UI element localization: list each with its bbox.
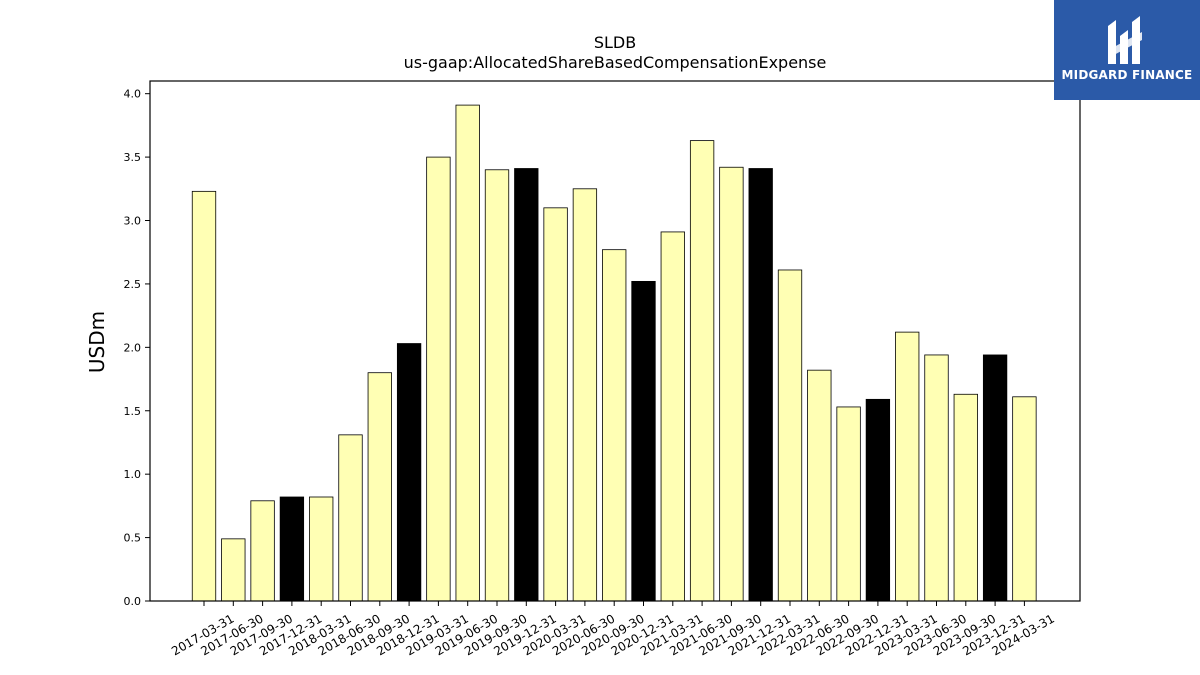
plot-frame: [149, 80, 1081, 602]
bar-2023-06-30: [924, 354, 949, 602]
x-axis: 2017-03-312017-06-302017-09-302017-12-31…: [169, 601, 1057, 658]
bar-2021-12-31: [748, 168, 773, 602]
bar-2019-03-31: [426, 156, 451, 602]
y-tick-label: 1.5: [124, 405, 142, 418]
bar-2018-09-30: [367, 372, 392, 602]
y-tick-label: 2.0: [124, 341, 142, 354]
chart-subtitle: us-gaap:AllocatedShareBasedCompensationE…: [404, 53, 827, 72]
y-tick-label: 1.0: [124, 468, 142, 481]
bar-2024-03-31: [1012, 396, 1037, 602]
bar-2019-09-30: [484, 169, 510, 602]
y-tick-label: 0.5: [124, 532, 142, 545]
bar-2018-03-31: [309, 496, 334, 602]
chart-title: SLDB: [594, 33, 636, 52]
y-axis: 0.0 0.5 1.0 1.5 2.0 2.5 3.0 3.5 4.0: [124, 88, 150, 608]
y-tick-label: 3.5: [124, 151, 142, 164]
bar-2021-03-31: [660, 231, 685, 602]
bars-group: [191, 104, 1037, 602]
bar-2017-03-31: [191, 190, 217, 602]
midgard-logo-icon: [1108, 16, 1142, 64]
midgard-logo: MIDGARD FINANCE: [1054, 0, 1200, 100]
y-tick-label: 4.0: [124, 88, 142, 101]
logo-text: MIDGARD FINANCE: [1061, 68, 1193, 82]
bar-2020-03-31: [543, 207, 568, 602]
bar-2023-03-31: [895, 331, 920, 602]
bar-2019-06-30: [455, 104, 480, 602]
bar-2023-09-30: [953, 393, 978, 602]
bar-2020-12-31: [631, 280, 656, 602]
bar-2017-12-31: [279, 496, 305, 602]
y-axis-label: USDm: [85, 311, 109, 373]
bar-2021-06-30: [689, 140, 715, 602]
bar-2022-06-30: [807, 369, 832, 602]
bar-2018-12-31: [396, 343, 422, 602]
bar-2020-06-30: [572, 188, 598, 602]
bar-2022-12-31: [865, 398, 891, 602]
y-tick-label: 2.5: [124, 278, 142, 291]
bar-2023-12-31: [982, 354, 1008, 602]
y-tick-label: 0.0: [124, 595, 142, 608]
bar-2019-12-31: [514, 168, 539, 602]
y-tick-label: 3.0: [124, 215, 142, 228]
bar-2022-09-30: [836, 406, 861, 602]
bar-2021-09-30: [719, 166, 744, 602]
bar-2017-09-30: [250, 500, 275, 602]
bar-2017-06-30: [221, 538, 246, 602]
bar-2022-03-31: [777, 269, 803, 602]
bar-2020-09-30: [602, 249, 627, 602]
bar-2018-06-30: [338, 434, 363, 602]
